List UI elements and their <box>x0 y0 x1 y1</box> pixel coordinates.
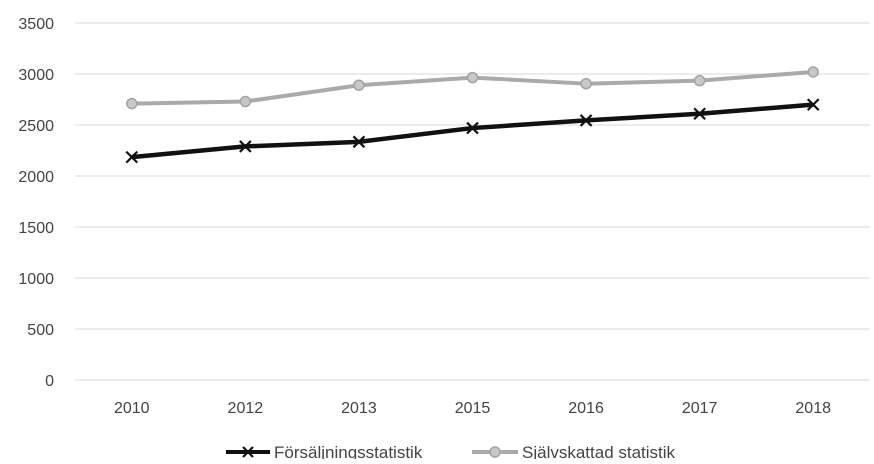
data-point-cross <box>466 121 479 135</box>
gridlines <box>75 22 870 381</box>
x-tick-label: 2010 <box>114 400 150 417</box>
data-point-circle <box>353 79 365 91</box>
data-point-cross <box>352 135 366 149</box>
x-tick-label: 2012 <box>228 400 264 417</box>
y-axis-tick-labels: 0 500 1000 1500 2000 2500 3000 3500 <box>18 16 54 390</box>
legend-label: Självskattad statistik <box>522 443 676 459</box>
data-point-circle <box>239 95 252 108</box>
x-tick-label: 2013 <box>341 400 377 417</box>
data-point-cross <box>693 107 706 121</box>
data-point-circle <box>466 71 479 84</box>
data-point-cross <box>125 150 139 164</box>
series-1 <box>125 98 820 164</box>
x-tick-label: 2018 <box>795 400 831 417</box>
series-line <box>131 102 814 160</box>
x-tick-label: 2015 <box>455 400 491 417</box>
legend-label: Försäljningsstatistik <box>274 443 423 459</box>
series-2 <box>126 66 819 110</box>
data-point-circle <box>693 74 706 87</box>
y-tick-label: 1000 <box>18 271 54 288</box>
y-tick-label: 2500 <box>18 118 54 135</box>
y-tick-label: 0 <box>45 373 54 390</box>
y-tick-label: 3000 <box>18 67 54 84</box>
data-point-cross <box>579 114 593 127</box>
y-tick-label: 3500 <box>18 16 54 33</box>
legend: Försäljningsstatistik Självskattad statis… <box>226 443 676 462</box>
legend-marker-cross <box>242 446 254 458</box>
data-point-circle <box>126 97 138 110</box>
data-point-cross <box>806 98 820 111</box>
legend-item-1: Försäljningsstatistik <box>226 443 423 462</box>
y-tick-label: 500 <box>27 322 54 339</box>
data-point-cross <box>239 140 252 153</box>
x-axis-tick-labels: 2010 2012 2013 2015 2016 2017 2018 <box>114 400 831 417</box>
x-tick-label: 2017 <box>682 400 718 417</box>
y-tick-label: 2000 <box>18 169 54 186</box>
series-lines <box>125 66 820 164</box>
y-tick-label: 1500 <box>18 220 54 237</box>
data-point-circle <box>580 77 592 90</box>
legend-item-2: Självskattad statistik <box>472 443 676 462</box>
data-point-circle <box>807 66 819 78</box>
legend-marker-circle <box>489 446 501 458</box>
x-tick-label: 2016 <box>568 400 604 417</box>
